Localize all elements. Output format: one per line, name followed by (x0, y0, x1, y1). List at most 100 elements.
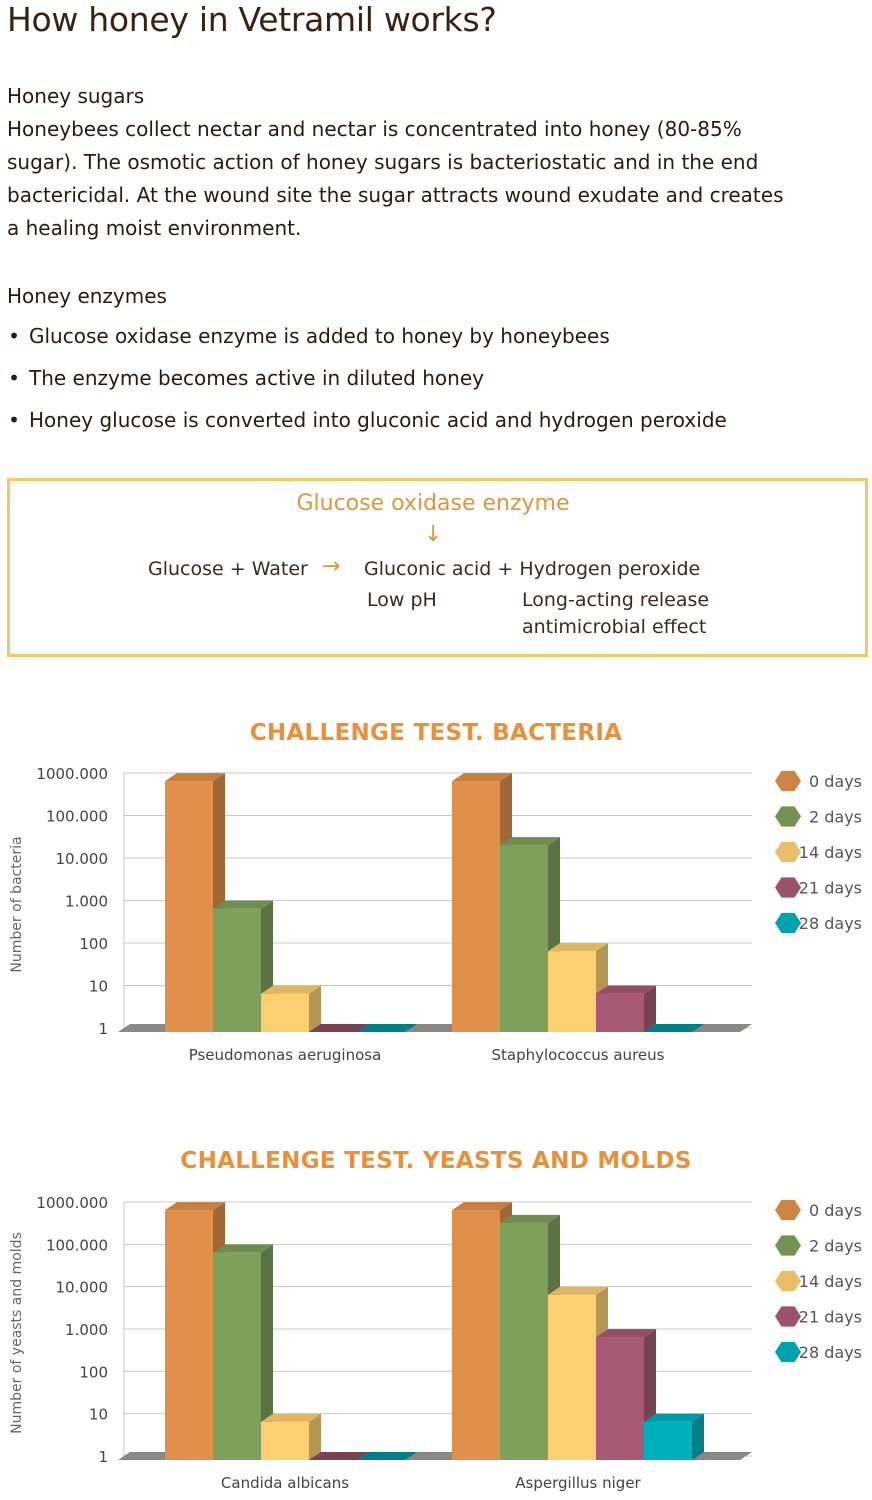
bar-top (165, 773, 225, 782)
bar (596, 1337, 644, 1460)
bar (500, 845, 548, 1032)
bar (165, 1210, 213, 1460)
note-peroxide-2: antimicrobial effect (522, 616, 707, 638)
enzymes-heading: Honey enzymes (7, 284, 167, 308)
chart-title: CHALLENGE TEST. YEASTS AND MOLDS (180, 1148, 692, 1174)
bullet-text: Glucose oxidase enzyme is added to honey… (29, 324, 610, 348)
bar-top (548, 943, 608, 952)
legend-label: 0 days (809, 772, 862, 791)
bar (644, 1421, 692, 1460)
legend-label: 21 days (799, 1308, 862, 1327)
bullet-icon: • (8, 408, 20, 432)
bar-top (213, 1244, 273, 1253)
category-label: Aspergillus niger (515, 1474, 641, 1492)
bullet-icon: • (8, 324, 20, 348)
sugars-heading: Honey sugars (7, 84, 145, 108)
bullet-item: • Honey glucose is converted into gluconi… (7, 408, 727, 432)
bar-top (213, 900, 273, 909)
y-tick-label: 1.000 (65, 1321, 108, 1339)
y-tick-label: 1000.000 (36, 765, 108, 783)
bar-side (309, 985, 321, 1032)
bar (213, 1252, 261, 1460)
bar (452, 781, 500, 1032)
bullet-text: Honey glucose is converted into gluconic… (29, 408, 727, 432)
legend-label: 0 days (809, 1201, 862, 1220)
bar (213, 908, 261, 1032)
bar-side (644, 985, 656, 1032)
sugars-line: a healing moist environment. (7, 216, 302, 240)
bar-top (309, 1024, 369, 1032)
category-label: Pseudomonas aeruginosa (189, 1046, 382, 1064)
legend-label: 14 days (799, 1272, 862, 1291)
legend-hexagon-icon (775, 1306, 801, 1327)
bar-top (596, 985, 656, 994)
bar-top (500, 837, 560, 846)
y-tick-label: 1.000 (65, 893, 108, 911)
legend-label: 28 days (799, 914, 862, 933)
legend-hexagon-icon (775, 841, 801, 863)
bar-top (596, 1329, 656, 1338)
legend-hexagon-icon (775, 1341, 801, 1363)
legend-label: 28 days (799, 1343, 862, 1362)
legend-hexagon-icon (775, 877, 801, 898)
y-tick-label: 10 (89, 1406, 108, 1424)
sugars-line: bactericidal. At the wound site the suga… (7, 183, 784, 207)
bar (452, 1210, 500, 1460)
bar (596, 993, 644, 1032)
bar-top (548, 1286, 608, 1295)
legend-hexagon-icon (775, 1235, 801, 1256)
products: Gluconic acid + Hydrogen peroxide (364, 558, 701, 580)
bullet-item: • Glucose oxidase enzyme is added to hone… (7, 324, 610, 348)
bar-top (452, 1202, 512, 1211)
bar-top (644, 1024, 704, 1032)
legend-hexagon-icon (775, 806, 801, 827)
legend-hexagon-icon (775, 912, 801, 934)
category-label: Staphylococcus aureus (492, 1046, 665, 1064)
arrow-down-icon: ↓ (424, 522, 443, 547)
bullet-text: The enzyme becomes active in diluted hon… (29, 366, 484, 390)
reaction-box (7, 478, 868, 657)
bar-side (692, 1413, 704, 1460)
sugars-line: Honeybees collect nectar and nectar is c… (7, 117, 742, 141)
yeasts-molds-chart: 1 10 100 1.000 10.000 100.000 1000.000 Number o… (9, 1194, 862, 1492)
page-title: How honey in Vetramil works? (7, 0, 497, 39)
bar-side (261, 1244, 273, 1460)
bullet-item: • The enzyme becomes active in diluted ho… (7, 366, 484, 390)
bar (548, 1294, 596, 1460)
y-tick-label: 10.000 (56, 1279, 109, 1297)
bar-top (452, 773, 512, 782)
bar (261, 1421, 309, 1460)
reactants: Glucose + Water (148, 558, 308, 580)
bar (548, 951, 596, 1032)
legend-label: 2 days (809, 1237, 862, 1256)
bar-side (309, 1413, 321, 1460)
arrow-right-icon: → (322, 554, 341, 579)
bacteria-chart: 1 10 100 1.000 10.000 100.000 1000.000 Number o… (9, 765, 862, 1064)
y-tick-label: 100 (79, 935, 108, 953)
bar-top (357, 1452, 417, 1460)
bar (165, 781, 213, 1032)
bar-top (644, 1413, 704, 1422)
y-tick-label: 10 (89, 978, 108, 996)
bar-top (357, 1024, 417, 1032)
bullet-icon: • (8, 366, 20, 390)
y-tick-label: 1 (98, 1020, 108, 1038)
bar-top (261, 985, 321, 994)
bar (500, 1222, 548, 1460)
legend-label: 2 days (809, 808, 862, 827)
y-tick-label: 100 (79, 1363, 108, 1381)
y-tick-label: 100.000 (46, 1236, 108, 1254)
y-tick-label: 1 (98, 1448, 108, 1466)
legend-hexagon-icon (775, 1270, 801, 1292)
note-acid: Low pH (367, 589, 437, 611)
enzyme-label: Glucose oxidase enzyme (296, 491, 570, 516)
legend-label: 21 days (799, 879, 862, 898)
y-tick-label: 1000.000 (36, 1194, 108, 1212)
y-axis-label: Number of yeasts and molds (9, 1232, 25, 1434)
bar-top (309, 1452, 369, 1460)
sugars-line: sugar). The osmotic action of honey suga… (7, 150, 759, 174)
note-peroxide-1: Long-acting release (522, 589, 710, 611)
legend-label: 14 days (799, 843, 862, 862)
y-tick-label: 10.000 (56, 850, 109, 868)
bar-top (165, 1202, 225, 1211)
